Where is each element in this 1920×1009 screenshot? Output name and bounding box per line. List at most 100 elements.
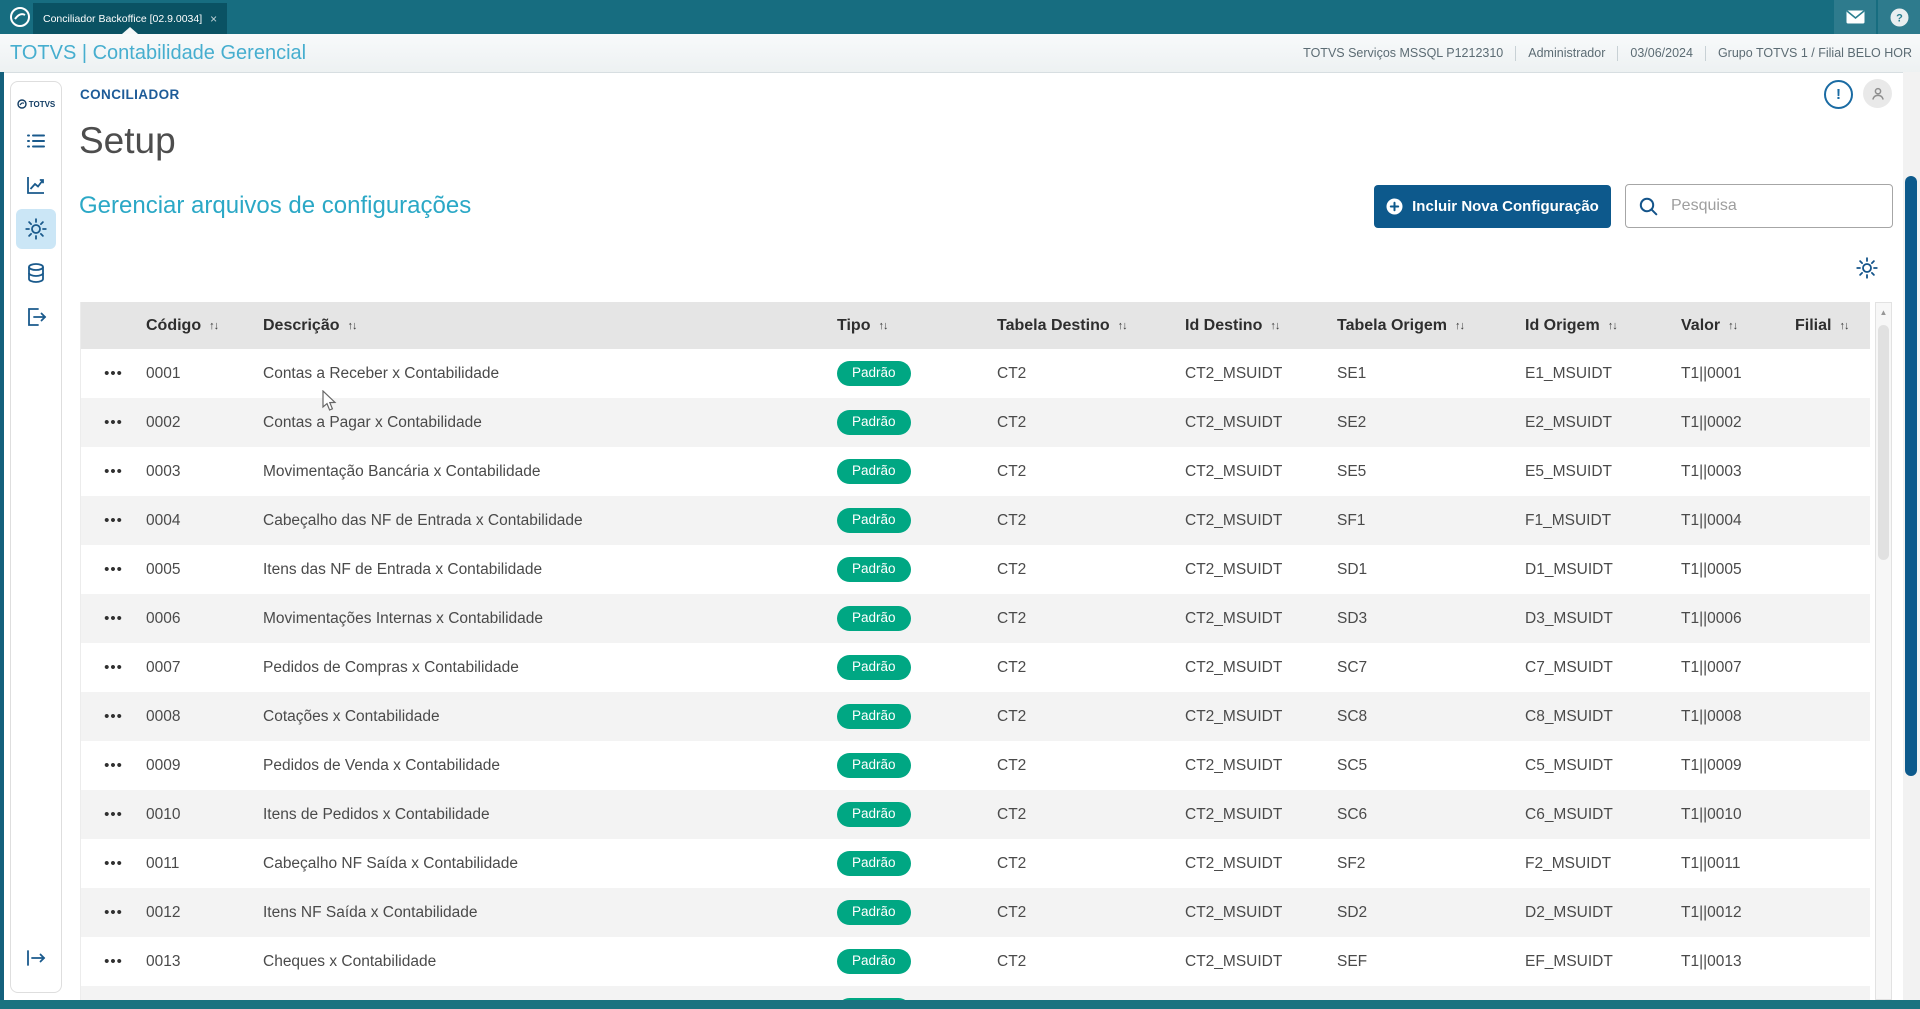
cell-id-destino: CT2_MSUIDT (1185, 805, 1283, 823)
add-config-button[interactable]: Incluir Nova Configuração (1374, 185, 1611, 228)
avatar[interactable] (1863, 79, 1892, 108)
notification-button[interactable]: ! (1824, 80, 1853, 109)
column-header-id-origem[interactable]: Id Origem ↑↓ (1525, 316, 1618, 334)
sort-icon[interactable]: ↑↓ (1454, 319, 1465, 332)
row-actions-button[interactable]: ••• (104, 856, 123, 871)
page-scrollbar-thumb[interactable] (1905, 176, 1917, 776)
tipo-badge: Padrão (837, 410, 911, 435)
tipo-badge: Padrão (837, 851, 911, 876)
column-header-descricao[interactable]: Descrição ↑↓ (263, 316, 358, 334)
row-actions-button[interactable]: ••• (104, 464, 123, 479)
table-scrollbar-thumb[interactable] (1878, 325, 1889, 560)
cell-tabela-origem: SE5 (1337, 462, 1367, 480)
cell-valor: T1||0004 (1681, 511, 1742, 529)
row-actions-button[interactable]: ••• (104, 513, 123, 528)
row-actions-button[interactable]: ••• (104, 366, 123, 381)
row-actions-button[interactable]: ••• (104, 807, 123, 822)
table-row[interactable]: ••• 0010 Itens de Pedidos x Contabilidad… (81, 790, 1870, 839)
cell-tabela-origem: SF1 (1337, 511, 1366, 529)
row-actions-button[interactable]: ••• (104, 415, 123, 430)
cell-tabela-destino: CT2 (997, 413, 1027, 431)
cell-valor: T1||0005 (1681, 560, 1742, 578)
cell-id-destino: CT2_MSUIDT (1185, 952, 1283, 970)
page-subtitle: Gerenciar arquivos de configurações (79, 192, 472, 219)
row-actions-button[interactable]: ••• (104, 709, 123, 724)
column-header-tabela-origem[interactable]: Tabela Origem ↑↓ (1337, 316, 1465, 334)
table-row[interactable]: ••• 0007 Pedidos de Compras x Contabilid… (81, 643, 1870, 692)
cell-id-origem: EF_MSUIDT (1525, 952, 1613, 970)
table-row[interactable]: ••• 0001 Contas a Receber x Contabilidad… (81, 349, 1870, 398)
column-header-tipo[interactable]: Tipo ↑↓ (837, 316, 888, 334)
table-settings-button[interactable] (1854, 255, 1880, 281)
table-row[interactable]: ••• 0008 Cotações x Contabilidade Padrão… (81, 692, 1870, 741)
help-button[interactable]: ? (1878, 0, 1920, 34)
sort-icon[interactable]: ↑↓ (1607, 319, 1618, 332)
table-row[interactable]: ••• 0002 Contas a Pagar x Contabilidade … (81, 398, 1870, 447)
totvs-logo-text: TOTVS (28, 99, 56, 109)
search-input[interactable] (1669, 196, 1880, 216)
sidebar-item-dashboard[interactable] (16, 165, 56, 205)
table-row[interactable]: ••• 0009 Pedidos de Venda x Contabilidad… (81, 741, 1870, 790)
sidebar-item-database[interactable] (16, 253, 56, 293)
sort-icon[interactable]: ↑↓ (1728, 319, 1738, 332)
mail-icon (1845, 10, 1865, 24)
row-actions-button[interactable]: ••• (104, 954, 123, 969)
cell-id-destino: CT2_MSUIDT (1185, 560, 1283, 578)
config-table: Código ↑↓ Descrição ↑↓ Tipo ↑↓ Tabela Desti… (80, 302, 1870, 1000)
cell-valor: T1||0007 (1681, 658, 1742, 676)
column-header-codigo[interactable]: Código ↑↓ (146, 316, 219, 334)
sort-icon[interactable]: ↑↓ (209, 319, 219, 332)
totvs-mini-globe-icon (17, 99, 27, 109)
table-scrollbar[interactable]: ▲ (1875, 302, 1892, 1000)
sort-icon[interactable]: ↑↓ (1117, 319, 1128, 332)
table-row[interactable]: ••• 0012 Itens NF Saída x Contabilidade … (81, 888, 1870, 937)
cell-codigo: 0004 (146, 511, 181, 529)
cell-tabela-destino: CT2 (997, 707, 1027, 725)
table-row[interactable]: ••• 0011 Cabeçalho NF Saída x Contabilid… (81, 839, 1870, 888)
tipo-badge: Padrão (837, 949, 911, 974)
page-scrollbar[interactable] (1903, 72, 1920, 1000)
sidebar-expand-button[interactable] (16, 938, 56, 978)
table-row[interactable]: ••• 0005 Itens das NF de Entrada x Conta… (81, 545, 1870, 594)
row-actions-button[interactable]: ••• (104, 562, 123, 577)
row-actions-button[interactable]: ••• (104, 660, 123, 675)
totvs-sidebar-logo: TOTVS (17, 91, 56, 117)
column-header-valor[interactable]: Valor ↑↓ (1681, 316, 1738, 334)
column-header-id-destino[interactable]: Id Destino ↑↓ (1185, 316, 1280, 334)
tipo-badge: Padrão (837, 557, 911, 582)
cell-id-origem: F2_MSUIDT (1525, 854, 1612, 872)
sort-icon[interactable]: ↑↓ (1839, 319, 1849, 332)
scroll-up-icon[interactable]: ▲ (1879, 308, 1888, 317)
sort-icon[interactable]: ↑↓ (1270, 319, 1280, 332)
browser-tab[interactable]: Conciliador Backoffice [02.9.0034] × (33, 3, 228, 34)
table-row[interactable]: ••• 0003 Movimentação Bancária x Contabi… (81, 447, 1870, 496)
sidebar-item-logout[interactable] (16, 297, 56, 337)
table-row[interactable]: ••• 0004 Cabeçalho das NF de Entrada x C… (81, 496, 1870, 545)
table-row[interactable]: ••• 0014 Estorno NF Saída x Contabilidad… (81, 986, 1870, 1000)
column-header-tabela-destino[interactable]: Tabela Destino ↑↓ (997, 316, 1128, 334)
user-info: Administrador (1528, 46, 1606, 60)
cell-tabela-origem: SC7 (1337, 658, 1368, 676)
cell-codigo: 0010 (146, 805, 181, 823)
tipo-badge: Padrão (837, 802, 911, 827)
help-icon: ? (1890, 8, 1908, 26)
tipo-badge: Padrão (837, 508, 911, 533)
cell-descricao: Itens de Pedidos x Contabilidade (263, 805, 490, 823)
sidebar-item-menu[interactable] (16, 121, 56, 161)
cell-codigo: 0005 (146, 560, 181, 578)
table-row[interactable]: ••• 0013 Cheques x Contabilidade Padrão … (81, 937, 1870, 986)
row-actions-button[interactable]: ••• (104, 905, 123, 920)
column-header-filial[interactable]: Filial ↑↓ (1795, 316, 1849, 334)
cell-valor: T1||0001 (1681, 364, 1742, 382)
sort-icon[interactable]: ↑↓ (347, 319, 358, 332)
sidebar-item-settings[interactable] (16, 209, 56, 249)
row-actions-button[interactable]: ••• (104, 611, 123, 626)
sort-icon[interactable]: ↑↓ (878, 319, 888, 332)
cell-valor: T1||0003 (1681, 462, 1742, 480)
date-info: 03/06/2024 (1630, 46, 1693, 60)
table-row[interactable]: ••• 0006 Movimentações Internas x Contab… (81, 594, 1870, 643)
tab-close-icon[interactable]: × (210, 11, 218, 26)
row-actions-button[interactable]: ••• (104, 758, 123, 773)
mail-button[interactable] (1834, 0, 1876, 34)
